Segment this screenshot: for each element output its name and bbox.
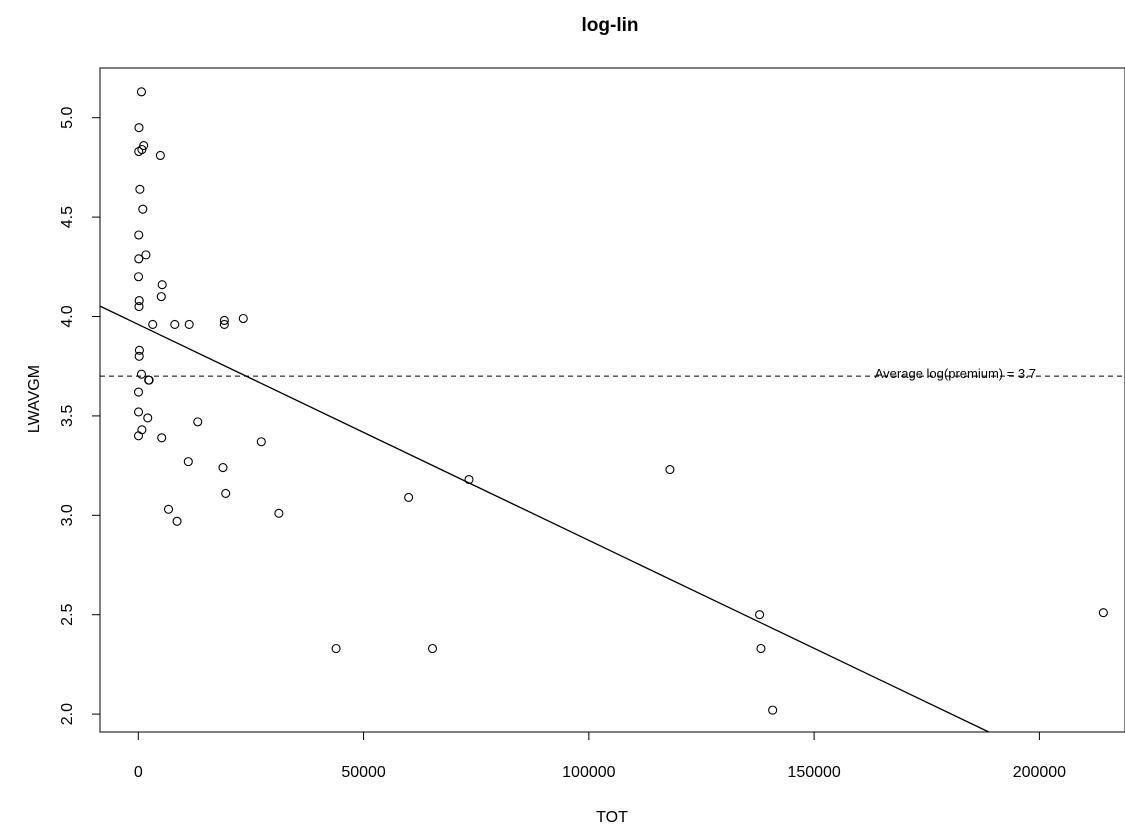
y-tick-label: 4.5 xyxy=(59,206,76,228)
regression-line xyxy=(99,305,990,733)
x-axis: 0 50000 100000 150000 200000 xyxy=(134,731,1066,781)
y-tick-label: 4.0 xyxy=(59,305,76,327)
data-point xyxy=(134,146,144,157)
data-point xyxy=(755,610,765,620)
data-point xyxy=(137,425,147,435)
data-point xyxy=(157,280,167,290)
y-tick-label: 2.5 xyxy=(59,603,76,625)
data-point xyxy=(665,465,675,475)
data-point xyxy=(155,150,165,161)
data-point xyxy=(193,417,203,427)
data-point xyxy=(163,504,174,514)
data-point xyxy=(133,407,144,417)
data-point xyxy=(238,313,248,324)
data-point xyxy=(768,705,778,715)
data-point xyxy=(218,463,228,473)
data-point xyxy=(134,230,144,240)
data-point xyxy=(1098,608,1108,618)
chart-title: log-lin xyxy=(582,15,639,36)
y-tick-label: 2.0 xyxy=(59,703,76,725)
data-point xyxy=(141,250,151,260)
data-point xyxy=(274,508,284,518)
reference-lines xyxy=(99,305,1125,733)
data-point xyxy=(136,369,147,379)
data-point xyxy=(219,315,229,326)
y-tick-label: 5.0 xyxy=(59,106,76,128)
data-point xyxy=(138,204,148,214)
data-points xyxy=(133,87,1108,715)
data-point xyxy=(143,413,153,423)
data-point xyxy=(184,319,194,330)
data-point xyxy=(134,123,144,133)
x-tick-label: 200000 xyxy=(1013,764,1066,781)
x-tick-label: 0 xyxy=(134,764,143,781)
data-point xyxy=(219,319,229,330)
data-point xyxy=(135,184,145,194)
y-tick-label: 3.5 xyxy=(59,405,76,427)
data-point xyxy=(148,319,158,330)
data-point xyxy=(136,87,147,97)
x-tick-label: 150000 xyxy=(787,764,840,781)
data-point xyxy=(183,457,193,467)
x-tick-label: 50000 xyxy=(341,764,386,781)
data-point xyxy=(144,375,154,385)
y-axis-label: LWAVGM xyxy=(26,365,43,433)
data-point xyxy=(427,643,438,654)
data-point xyxy=(134,296,144,306)
data-point xyxy=(156,292,166,302)
x-tick-label: 100000 xyxy=(562,764,615,781)
data-point xyxy=(464,474,474,485)
data-point xyxy=(134,302,144,312)
data-point xyxy=(133,272,144,282)
data-point xyxy=(256,437,266,447)
y-axis: 2.0 2.5 3.0 3.5 4.0 4.5 5.0 xyxy=(59,106,101,725)
data-point xyxy=(170,319,180,330)
data-point xyxy=(157,433,167,443)
data-point xyxy=(134,345,144,355)
data-point xyxy=(134,254,144,264)
data-point xyxy=(134,351,144,361)
data-point xyxy=(133,431,144,441)
y-tick-label: 3.0 xyxy=(59,504,76,526)
data-point xyxy=(331,643,341,654)
x-axis-label: TOT xyxy=(596,809,628,826)
data-point xyxy=(756,643,766,654)
data-point xyxy=(404,492,414,502)
plot-frame xyxy=(99,67,1125,733)
data-point xyxy=(221,488,231,498)
mean-line-label: Average log(premium) = 3.7 xyxy=(875,366,1036,381)
data-point xyxy=(172,516,182,526)
data-point xyxy=(133,387,144,397)
